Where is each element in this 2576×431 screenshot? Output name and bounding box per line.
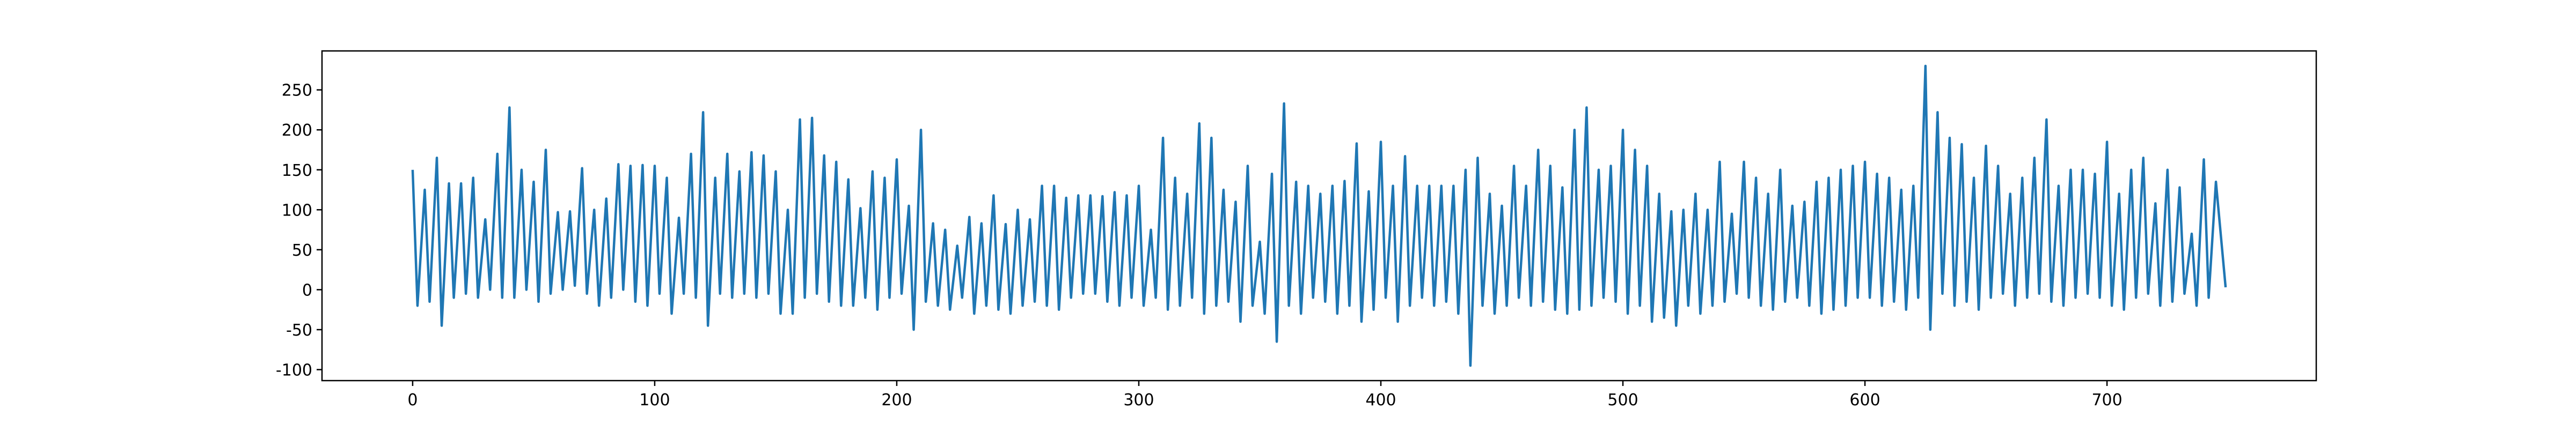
y-tick-label: 200	[282, 121, 312, 140]
y-tick-label: 0	[302, 281, 312, 300]
y-tick-label: 150	[282, 161, 312, 180]
data-line	[411, 64, 2227, 367]
x-tick-label: 200	[881, 391, 912, 410]
x-tick-label: 700	[2091, 391, 2122, 410]
x-tick-label: 600	[1849, 391, 1880, 410]
y-tick-label: -50	[286, 321, 312, 340]
y-tick-label: 100	[282, 201, 312, 220]
y-tick-label: 50	[292, 241, 312, 260]
plot-frame	[321, 50, 2317, 382]
y-tick-label: -100	[276, 361, 312, 380]
x-tick-label: 500	[1607, 391, 1638, 410]
y-tick-label: 250	[282, 81, 312, 100]
x-tick-label: 0	[407, 391, 418, 410]
x-tick-label: 400	[1365, 391, 1396, 410]
x-tick-label: 300	[1123, 391, 1154, 410]
x-tick-label: 100	[639, 391, 670, 410]
